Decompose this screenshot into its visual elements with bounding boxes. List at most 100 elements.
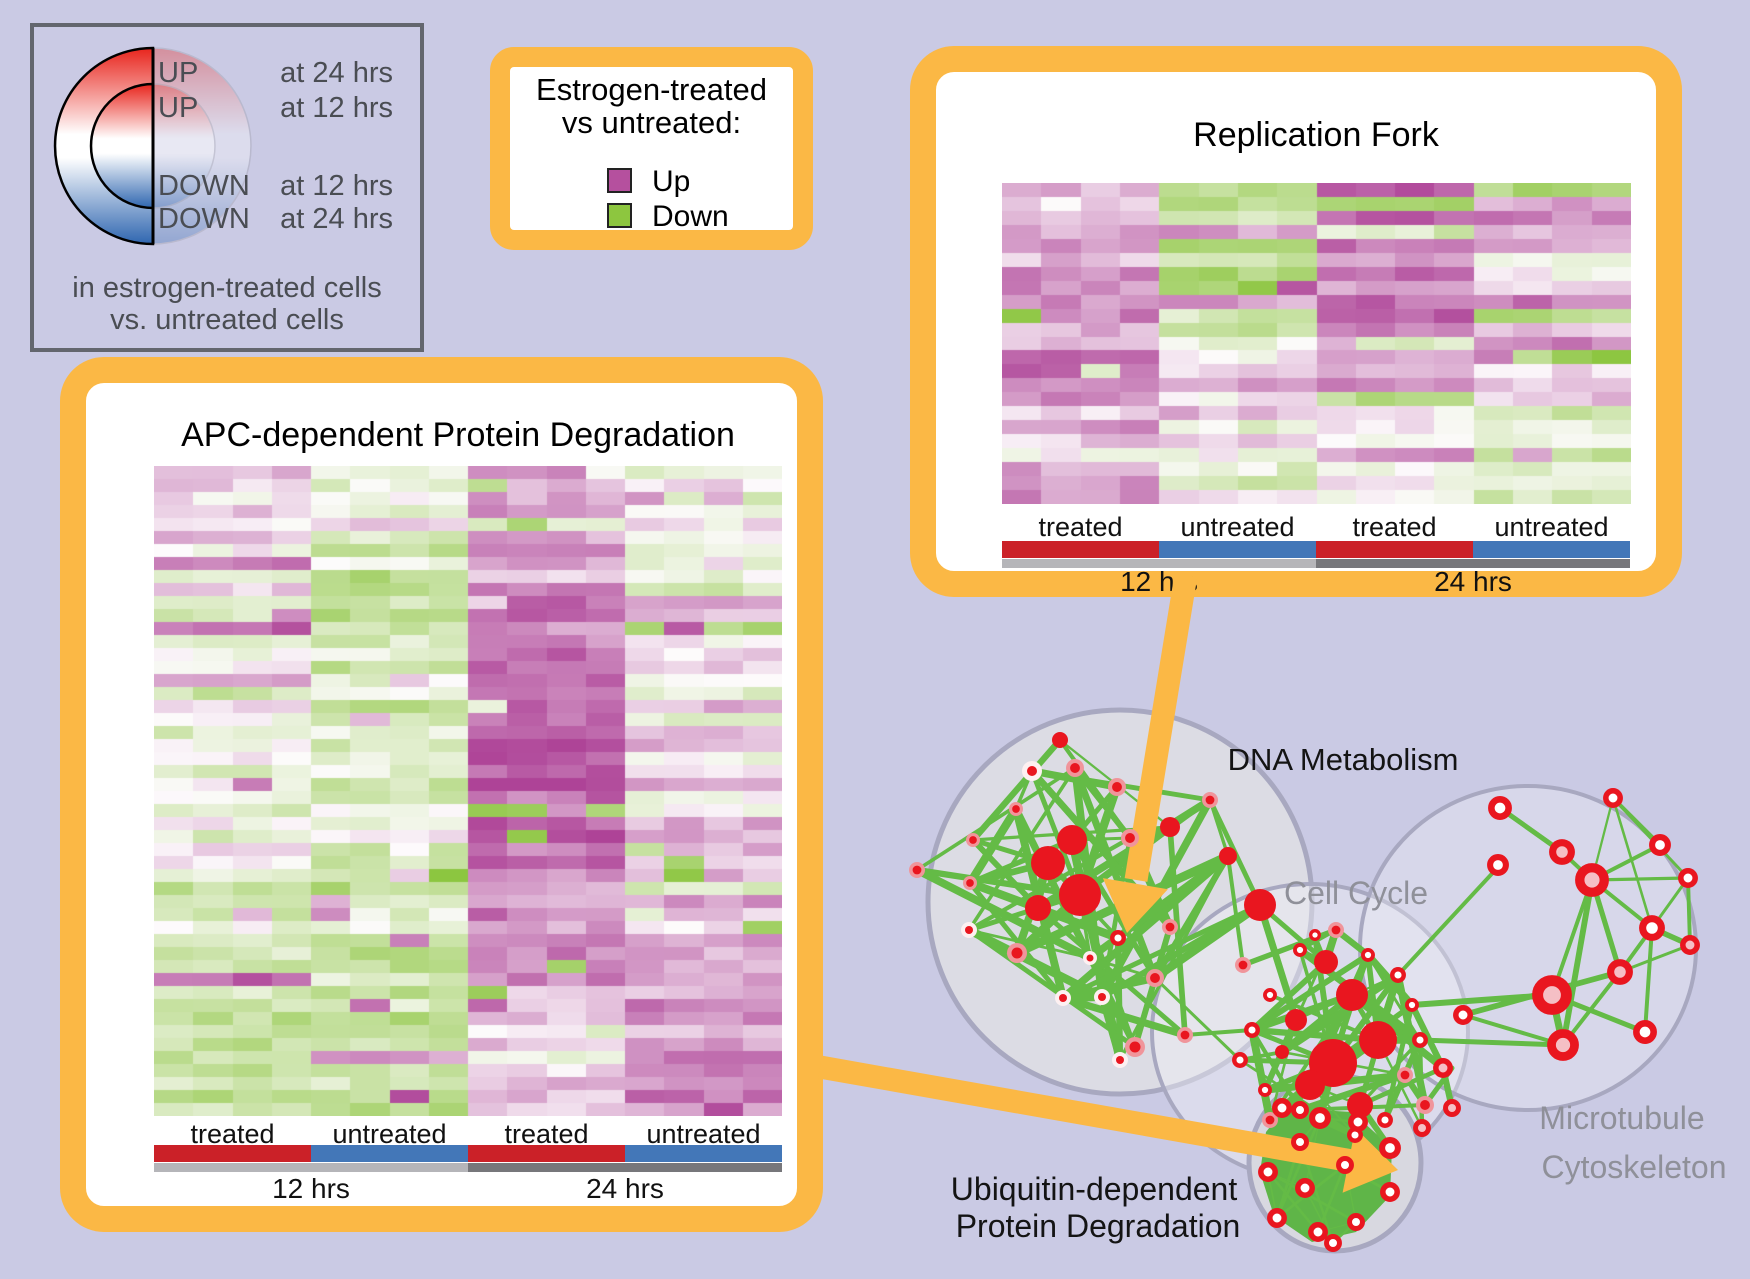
updown-time-3: at 24 hrs (280, 203, 393, 235)
estrogen-legend-box: Estrogen-treated vs untreated: Up Down (490, 47, 813, 250)
replication-fork-title: Replication Fork (1193, 116, 1439, 154)
network-node (1377, 1112, 1393, 1128)
network-node (1603, 788, 1623, 808)
network-node (1258, 1083, 1272, 1097)
network-node (1336, 1156, 1354, 1174)
updown-time-2: at 12 hrs (280, 170, 393, 202)
updown-direction-3: DOWN (158, 203, 250, 235)
network-node (1263, 988, 1277, 1002)
cluster-dna-metabolism (925, 707, 1315, 1097)
network-node (1205, 795, 1215, 805)
condition-label-0: treated (1038, 512, 1123, 542)
network-node (1413, 1119, 1431, 1137)
condition-label-3: untreated (646, 1119, 761, 1149)
replication-fork-heatmap (1002, 183, 1631, 504)
network-node (1390, 967, 1406, 983)
estrogen-swatch-down (607, 203, 632, 228)
time-bar-0 (154, 1163, 468, 1172)
ubiquitin-edge-bundle (1260, 1108, 1392, 1242)
updown-footer-line1: in estrogen-treated cells (72, 272, 382, 304)
ubiquitin-label-line1: Ubiquitin-dependent (951, 1171, 1238, 1207)
network-node (1057, 825, 1087, 855)
network-node (1219, 847, 1237, 865)
condition-bar-0 (1002, 541, 1159, 558)
network-node (1379, 1137, 1401, 1159)
estrogen-item-label-down: Down (652, 200, 729, 233)
condition-bar-0 (154, 1145, 311, 1162)
network-node (1125, 833, 1135, 843)
network-node (1361, 948, 1375, 962)
updown-rings-icon (53, 46, 252, 246)
network-node (1291, 1133, 1309, 1151)
network-node (1011, 947, 1023, 959)
network-node (1112, 782, 1122, 792)
network-node (1488, 796, 1512, 820)
network-node (1324, 1234, 1342, 1252)
network-node (1359, 1021, 1397, 1059)
cell-cycle-label: Cell Cycle (1284, 875, 1428, 911)
time-label-1: 24 hrs (586, 1173, 664, 1204)
network-node (1308, 1222, 1328, 1242)
replication-fork-panel: Replication Fork treated untreated treated… (910, 46, 1682, 597)
time-bar-0 (1002, 559, 1316, 568)
condition-bar-2 (468, 1145, 625, 1162)
dna-metabolism-label: DNA Metabolism (1228, 742, 1459, 777)
arrow-apc-to-ubiquitin (817, 1055, 1398, 1193)
network-node (1336, 979, 1368, 1011)
network-node (1285, 1009, 1307, 1031)
network-node (1267, 1208, 1287, 1228)
cluster-microtubule (1358, 784, 1698, 1112)
condition-label-0: treated (190, 1119, 275, 1149)
condition-label-2: treated (1352, 512, 1437, 542)
network-node (1059, 874, 1101, 916)
network-node (1180, 1030, 1190, 1040)
network-node (1244, 889, 1276, 921)
network-node (1258, 1162, 1278, 1182)
network-node (1031, 846, 1065, 880)
condition-bar-1 (311, 1145, 468, 1162)
network-node (1649, 834, 1671, 856)
network-node (1052, 732, 1068, 748)
time-label-0: 12 hrs (1120, 566, 1198, 597)
condition-label-1: untreated (332, 1119, 447, 1149)
network-node (1547, 1029, 1579, 1061)
network-node (1272, 1098, 1292, 1118)
network-node (1291, 1101, 1309, 1119)
network-node (1549, 839, 1575, 865)
time-bar-1 (1316, 559, 1630, 568)
time-bar-1 (468, 1163, 782, 1172)
network-node (1607, 959, 1633, 985)
updown-legend-box: UP at 24 hrs UP at 12 hrs DOWN at 12 hrs DOWN a… (30, 23, 424, 352)
estrogen-legend-title-line1: Estrogen-treated (536, 72, 767, 107)
condition-label-3: untreated (1494, 512, 1609, 542)
network-edges (913, 736, 1693, 1245)
network-node (1680, 935, 1700, 955)
network-node (1293, 943, 1307, 957)
network-node (1129, 1041, 1141, 1053)
network-node (1331, 925, 1341, 935)
network-node (1059, 994, 1067, 1002)
network-node (1012, 805, 1020, 813)
network-node (1244, 1022, 1260, 1038)
network-node (1433, 1058, 1453, 1078)
cluster-ubiquitin (1246, 1072, 1424, 1254)
condition-bar-3 (625, 1145, 782, 1162)
network-node (1347, 1092, 1373, 1118)
network-node (1420, 1100, 1430, 1110)
network-node (1405, 998, 1419, 1012)
network-node (1532, 975, 1572, 1015)
network-node (1400, 1070, 1410, 1080)
network-node (1165, 922, 1175, 932)
network-node (1070, 763, 1080, 773)
network-node (1309, 1107, 1331, 1129)
arrow-replication-to-dna (1102, 573, 1198, 933)
network-node (1265, 1115, 1275, 1125)
microtubule-label-line1: Microtubule (1539, 1100, 1704, 1136)
network-node (1309, 929, 1321, 941)
network-node (965, 926, 973, 934)
network-node (1116, 1056, 1124, 1064)
network-node (1238, 960, 1248, 970)
network-node (912, 865, 922, 875)
time-label-1: 24 hrs (1434, 566, 1512, 597)
